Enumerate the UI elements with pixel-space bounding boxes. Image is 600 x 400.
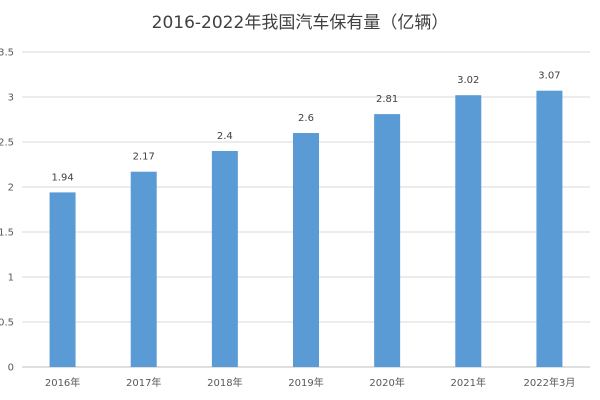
data-label: 2.6 xyxy=(298,113,314,124)
bar xyxy=(211,151,238,367)
data-label: 3.07 xyxy=(538,71,560,82)
data-label: 3.02 xyxy=(457,75,479,86)
x-tick-label: 2021年 xyxy=(451,376,486,389)
x-tick-label: 2016年 xyxy=(45,376,80,389)
y-tick-label: 0 xyxy=(8,363,14,374)
y-tick-label: 1 xyxy=(8,273,14,284)
chart-title: 2016-2022年我国汽车保有量（亿辆） xyxy=(151,13,449,33)
data-label: 2.17 xyxy=(133,152,155,163)
bar xyxy=(49,192,76,367)
y-tick-label: 0.5 xyxy=(0,318,14,329)
bar xyxy=(536,90,563,367)
data-label: 2.4 xyxy=(217,131,233,142)
data-label: 1.94 xyxy=(51,172,73,183)
x-tick-label: 2022年3月 xyxy=(524,376,576,389)
bar xyxy=(293,133,319,367)
y-tick-label: 2 xyxy=(8,183,14,194)
y-tick-label: 2.5 xyxy=(0,138,14,149)
y-tick-label: 1.5 xyxy=(0,228,14,239)
x-tick-label: 2019年 xyxy=(288,376,323,389)
x-tick-label: 2018年 xyxy=(207,376,242,389)
bar xyxy=(374,114,401,367)
bar xyxy=(455,95,482,367)
y-tick-label: 3.5 xyxy=(0,48,14,59)
x-tick-label: 2020年 xyxy=(369,376,404,389)
bar xyxy=(130,171,157,367)
x-tick-label: 2017年 xyxy=(126,376,161,389)
data-label: 2.81 xyxy=(376,94,398,105)
y-tick-label: 3 xyxy=(8,93,14,104)
